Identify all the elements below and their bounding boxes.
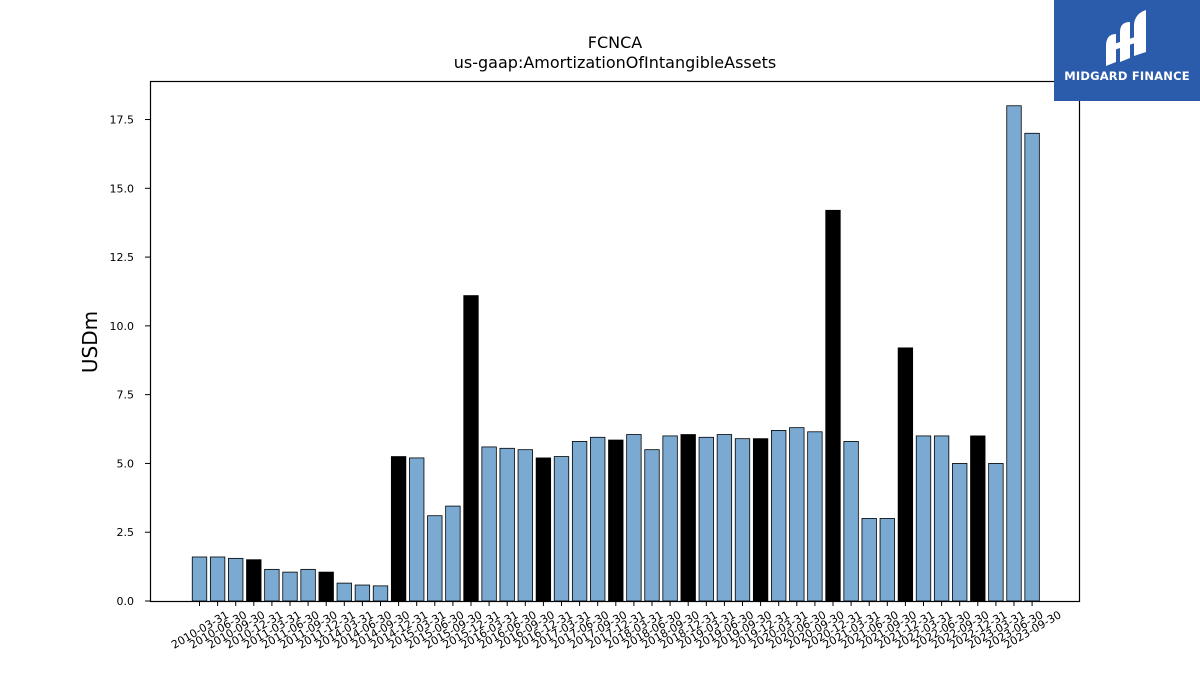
logo-text: MIDGARD FINANCE [1064, 69, 1190, 83]
bar-2016-06-30 [499, 447, 515, 602]
bar-2020-06-30 [789, 427, 805, 602]
bar-2017-03-31 [553, 456, 570, 602]
bar-2020-09-30 [807, 431, 823, 602]
bar-2011-06-30 [282, 571, 298, 602]
bar-2022-03-31 [915, 435, 932, 602]
bar-2019-06-30 [716, 434, 733, 602]
bar-2023-09-30 [1024, 132, 1040, 602]
bar-2014-03-31 [336, 582, 352, 602]
bar-2022-09-30 [952, 463, 968, 602]
bar-2021-12-31 [897, 347, 914, 602]
midgard-logo[interactable]: MIDGARD FINANCE [1054, 0, 1200, 101]
bar-2011-12-31 [318, 571, 334, 602]
bar-2023-06-30 [1006, 105, 1022, 602]
y-tick-label: 10.0 [110, 320, 135, 333]
bar-2016-12-31 [535, 457, 552, 602]
chart-subtitle: us-gaap:AmortizationOfIntangibleAssets [454, 53, 776, 72]
y-tick-label: 7.5 [117, 389, 135, 402]
bar-2017-12-31 [608, 439, 624, 602]
chart-title: FCNCA [588, 33, 643, 52]
bar-2010-12-31 [246, 559, 262, 602]
bars-group [191, 105, 1040, 602]
bar-2021-03-31 [843, 441, 859, 602]
y-axis: 0.0 2.5 5.0 7.5 10.0 12.5 15.0 17.5 [110, 114, 150, 608]
bar-2010-09-30 [228, 557, 244, 602]
bar-2017-06-30 [571, 441, 588, 602]
bar-2018-09-30 [662, 435, 678, 602]
bar-2011-09-30 [300, 568, 316, 602]
bar-2019-03-31 [698, 436, 714, 602]
bar-2020-12-31 [825, 209, 841, 602]
plot-frame [149, 80, 1081, 603]
bar-2015-03-31 [409, 457, 425, 602]
bar-2016-03-31 [481, 446, 497, 602]
y-axis-label: USDm [78, 311, 102, 373]
bar-2015-09-30 [445, 505, 461, 602]
bar-2019-12-31 [752, 438, 769, 602]
x-axis: 2010-03-312010-06-302010-09-302010-12-31… [169, 601, 1064, 652]
bar-2010-03-31 [191, 556, 208, 602]
bar-2011-03-31 [264, 568, 280, 602]
y-tick-label: 5.0 [117, 457, 135, 470]
y-tick-label: 17.5 [110, 114, 135, 127]
bar-2021-06-30 [861, 518, 877, 602]
bar-2022-12-31 [970, 435, 986, 602]
bar-2014-12-31 [390, 456, 407, 602]
bar-2019-09-30 [734, 438, 751, 602]
bar-2016-09-30 [517, 449, 533, 602]
bar-2018-03-31 [626, 434, 642, 602]
y-tick-label: 15.0 [110, 182, 135, 195]
bar-2018-12-31 [680, 434, 696, 602]
y-tick-label: 0.0 [117, 595, 135, 608]
y-tick-label: 12.5 [110, 251, 135, 264]
bar-2023-03-31 [988, 463, 1004, 602]
bar-2020-03-31 [771, 430, 787, 602]
bar-2014-06-30 [354, 584, 371, 602]
bar-2018-06-30 [644, 449, 660, 602]
midgard-logo-icon [1106, 10, 1146, 66]
bar-2010-06-30 [209, 556, 226, 602]
bar-2021-09-30 [879, 518, 895, 602]
bar-2014-09-30 [372, 585, 389, 602]
bar-2017-09-30 [590, 436, 606, 602]
bar-2022-06-30 [933, 435, 950, 602]
y-tick-label: 2.5 [117, 526, 135, 539]
bar-2015-06-30 [427, 515, 443, 602]
bar-2015-12-31 [463, 295, 479, 602]
